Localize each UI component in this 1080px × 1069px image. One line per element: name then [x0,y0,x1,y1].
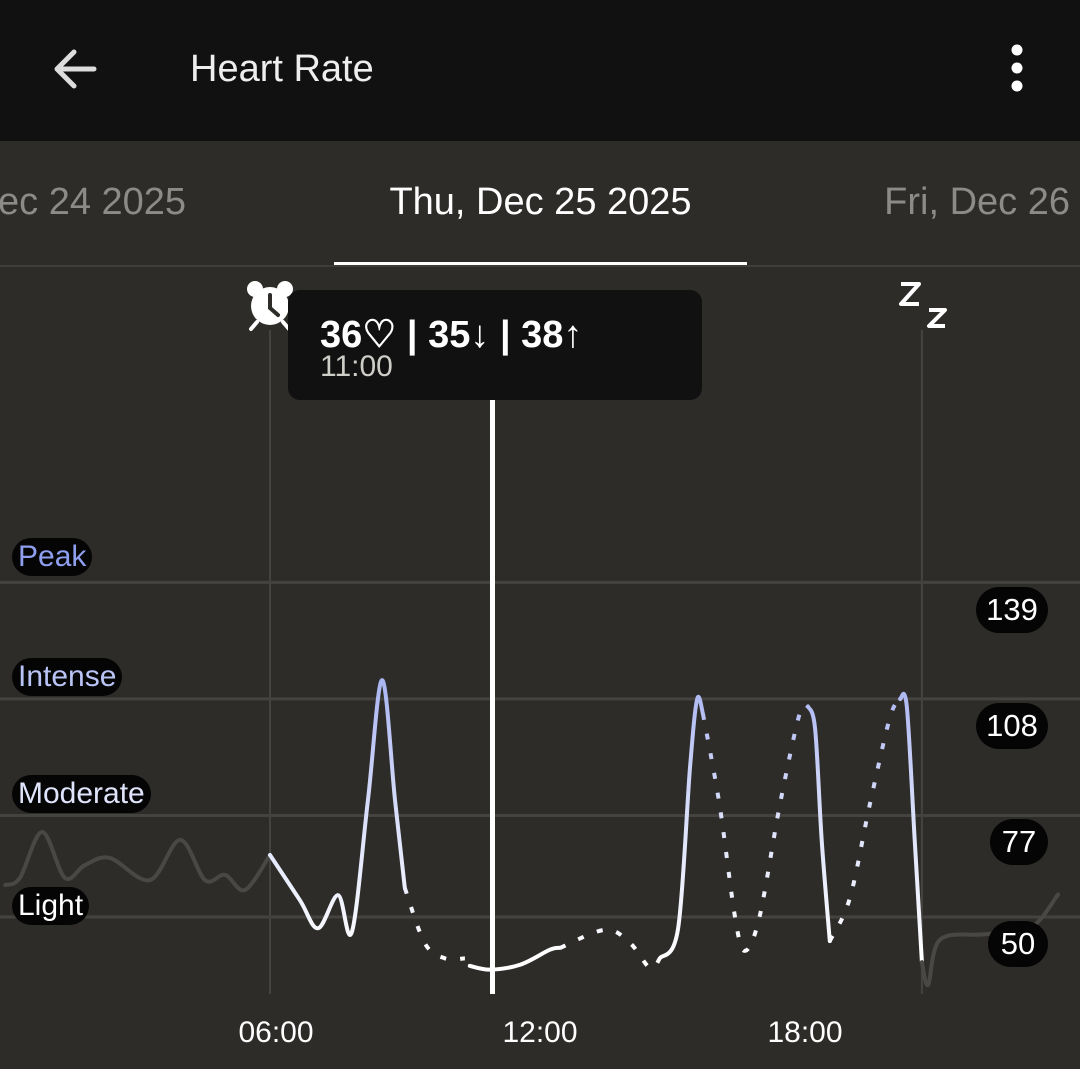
arrow-up-icon: ↑ [563,314,583,356]
zone-label-moderate: Moderate [12,775,151,813]
heart-outline-icon: ♡ [362,314,397,356]
more-vertical-icon[interactable] [1000,42,1034,96]
heart-rate-line-solid [806,704,832,944]
chart-cursor-line[interactable] [490,400,495,994]
date-tab-next[interactable]: Fri, Dec 26 [884,181,1070,223]
arrow-down-icon: ↓ [470,314,490,356]
y-tick-label: 50 [988,921,1048,967]
heart-rate-line-dotted [559,927,662,971]
heart-rate-line-dotted [701,702,811,953]
min-bpm: 35 [428,314,471,356]
max-bpm: 38 [521,314,564,356]
y-tick-label: 108 [976,703,1048,749]
sleep-zz-icon [899,282,947,328]
heart-rate-line-solid [657,694,705,961]
heart-rate-line-dotted [402,887,466,962]
avg-bpm: 36 [320,314,363,356]
zone-label-peak: Peak [12,538,93,576]
date-selector: ec 24 2025 Thu, Dec 25 2025 Fri, Dec 26 [0,141,1080,267]
heart-rate-line-solid [898,691,924,965]
heart-rate-line-solid [268,678,407,937]
zone-label-intense: Intense [12,658,123,696]
tooltip-time: 11:00 [320,350,393,383]
tooltip: 36♡ | 35↓ | 38↑ 11:00 [288,290,702,400]
top-app-bar: Heart Rate [0,0,1080,141]
arrow-left-icon[interactable] [48,42,102,96]
tooltip-values: 36♡ | 35↓ | 38↑ [320,314,583,356]
selected-tab-indicator [334,262,747,265]
alarm-clock-icon [247,281,293,331]
y-tick-label: 77 [990,819,1048,865]
zone-label-light: Light [12,887,90,925]
x-tick-label: 06:00 [238,1016,314,1049]
x-tick-label: 12:00 [502,1016,578,1049]
date-tab-current[interactable]: Thu, Dec 25 2025 [389,181,692,223]
page-title: Heart Rate [190,48,374,90]
heart-rate-line-solid [467,945,563,972]
y-tick-label: 139 [976,587,1048,633]
date-tab-previous[interactable]: ec 24 2025 [0,181,187,223]
x-tick-label: 18:00 [767,1016,843,1049]
heart-rate-line-inactive [3,830,272,893]
heart-rate-line-dotted [827,697,902,942]
